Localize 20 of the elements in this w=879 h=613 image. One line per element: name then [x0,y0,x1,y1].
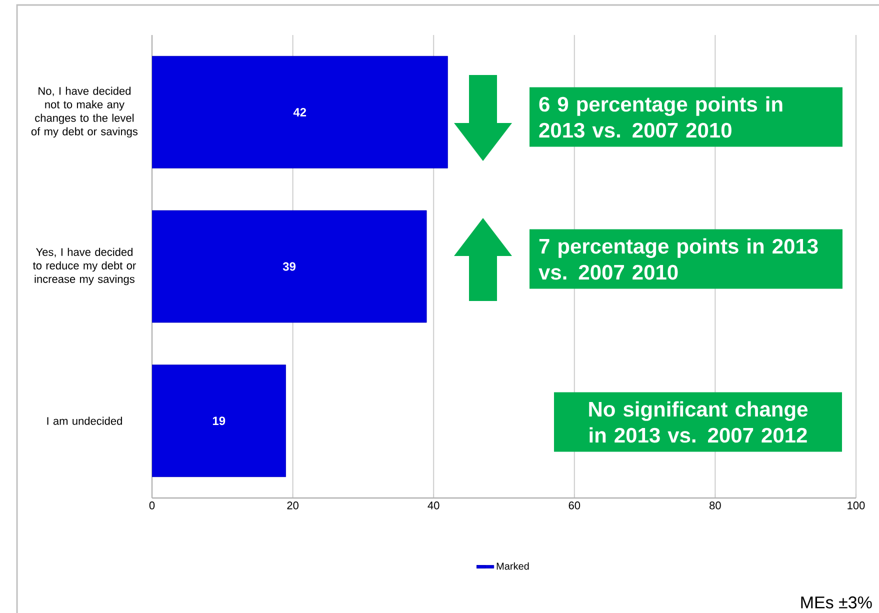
data-label: 39 [282,262,296,271]
annotation: 6 9 percentage points in 2013 vs. 2007 2010 [539,96,782,138]
data-label: 42 [293,108,306,116]
text: MEs ±3% [801,596,872,608]
x-tick-label: 60 [568,502,580,510]
data-label: 19 [212,416,226,426]
x-tick-label: 40 [428,502,440,510]
x-tick-label: 80 [710,502,721,510]
y-tick-label: Yes, I have decided to reduce my debt or increase my savings [32,248,136,286]
y-tick-label: I am undecided [47,416,122,425]
annotation: No significant change in 2013 vs. 2007 2012 [589,401,808,443]
annotation: 7 percentage points in 2013 vs. 2007 2010 [538,238,818,280]
legend-label: Marked [496,562,529,570]
bar [152,364,286,478]
bar [152,210,427,323]
y-tick-label: No, I have decided not to make any changes to the level of my debt or savings [31,86,138,138]
bar [152,56,448,168]
x-tick-label: 0 [149,502,155,510]
x-tick-label: 20 [287,502,298,510]
x-tick-label: 100 [848,502,865,510]
